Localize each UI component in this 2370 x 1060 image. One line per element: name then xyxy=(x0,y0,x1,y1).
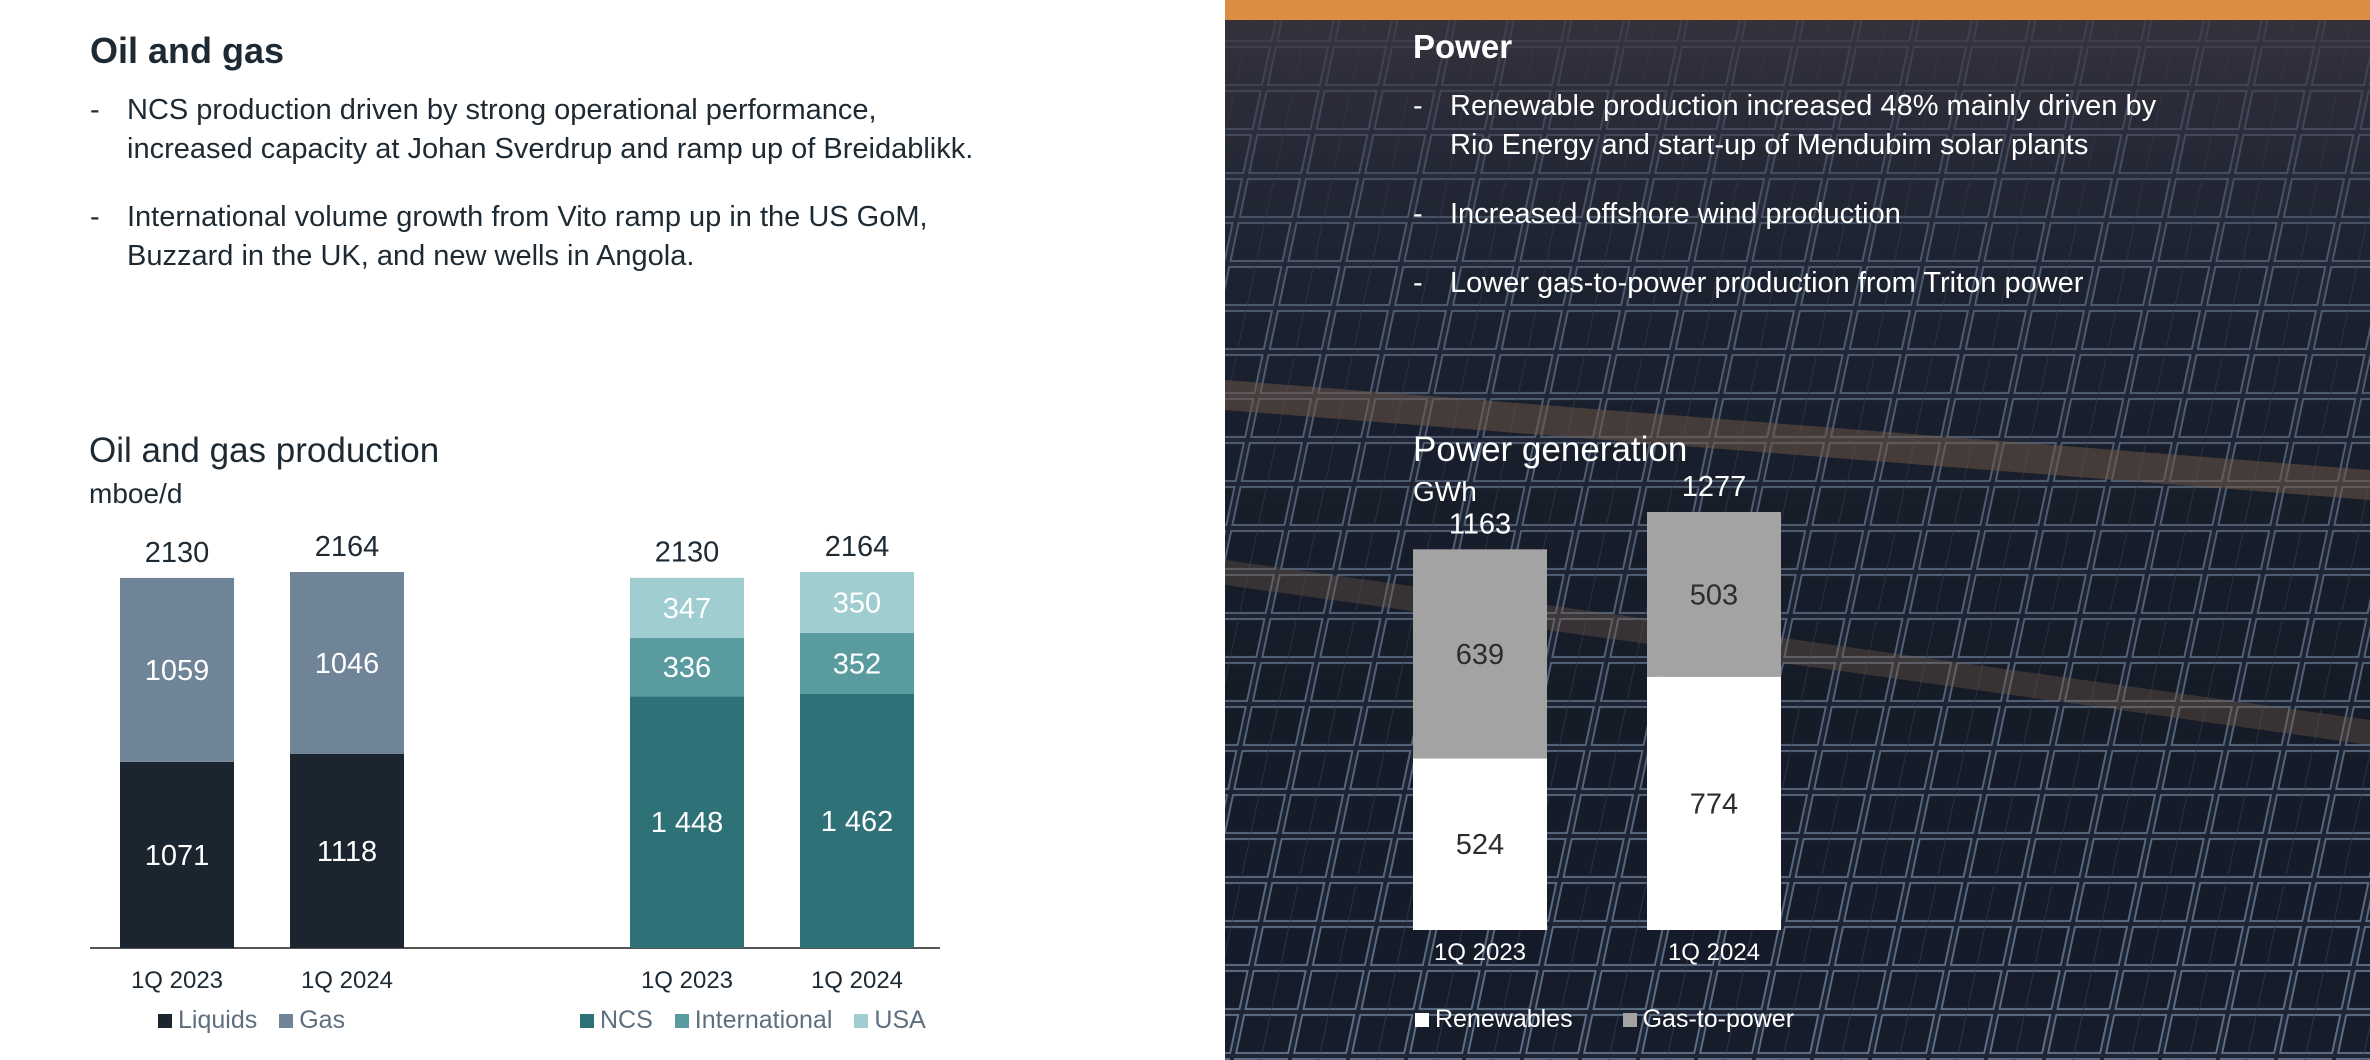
legend-swatch-international xyxy=(674,1013,689,1028)
bar-value-label: 503 xyxy=(1690,579,1738,611)
legend-item: Gas-to-power xyxy=(1622,1005,1795,1034)
x-tick-label: 1Q 2024 xyxy=(1668,939,1760,966)
bar-segment-liquids xyxy=(120,761,234,948)
legend-swatch-gas xyxy=(279,1013,294,1028)
bar-total-label: 2164 xyxy=(315,531,380,563)
legend-label: Renewables xyxy=(1435,1005,1573,1033)
bar-value-label: 1059 xyxy=(145,655,210,687)
legend-item: Liquids xyxy=(158,1006,257,1035)
bar-value-label: 1071 xyxy=(145,840,210,872)
bullet-line: Lower gas-to-power production from Trito… xyxy=(1450,267,2084,299)
bar-total-label: 1277 xyxy=(1682,471,1747,503)
power-heading: Power xyxy=(1413,28,1513,65)
bar-total-label: 2130 xyxy=(145,537,210,569)
legend-swatch-ncs xyxy=(580,1013,594,1028)
liquids-gas-chart: 1071 1059 2130 1Q 2023 1118 1046 2164 1Q 2024 xyxy=(90,531,940,994)
legend-liquids-gas: Liquids Gas xyxy=(158,1006,345,1035)
legend-ncs-international-usa: NCS International USA xyxy=(580,1006,926,1035)
bullet-dash: - xyxy=(1413,267,1423,299)
oil-gas-bullets: - NCS production driven by strong operati… xyxy=(90,91,1190,276)
bar-segment-gas xyxy=(120,577,234,762)
legend-item: Renewables xyxy=(1415,1005,1573,1034)
legend-label: USA xyxy=(874,1006,926,1034)
bullet-dash: - xyxy=(90,201,100,233)
oil-gas-chart-unit: mboe/d xyxy=(89,478,183,509)
legend-label: Liquids xyxy=(178,1006,258,1034)
bullet-line: Renewable production increased 48% mainl… xyxy=(1450,90,2157,122)
legend-label: NCS xyxy=(600,1006,653,1034)
bullet-item: - Increased offshore wind production xyxy=(1413,195,2343,234)
bullet-line: NCS production driven by strong operatio… xyxy=(127,94,877,126)
bar-value-label: 347 xyxy=(663,593,711,625)
bar-segment-usa xyxy=(630,577,744,639)
legend-swatch-renewables xyxy=(1415,1012,1429,1027)
bar-value-label: 350 xyxy=(833,587,881,619)
bar-value-label: 1 448 xyxy=(651,807,724,839)
bullet-item: - Renewable production increased 48% main… xyxy=(1413,87,2343,165)
bar-segment-ncs xyxy=(630,696,744,948)
bar-value-label: 1118 xyxy=(317,836,377,868)
bullet-line: International volume growth from Vito ra… xyxy=(127,201,928,233)
bar-value-label: 352 xyxy=(833,648,881,680)
power-panel: Power - Renewable production increased 48… xyxy=(1225,0,2370,1060)
bar-total-label: 2164 xyxy=(825,531,890,563)
bar-segment-renewables xyxy=(1647,676,1781,930)
bullet-line: Rio Energy and start-up of Mendubim sola… xyxy=(1450,129,2089,161)
legend-item: USA xyxy=(854,1006,926,1035)
legend-item: Gas xyxy=(279,1006,345,1035)
bar-segment-ncs xyxy=(800,693,914,948)
legend-swatch-usa xyxy=(854,1013,869,1028)
bar-total-label: 2130 xyxy=(655,537,720,569)
legend-swatch-liquids xyxy=(158,1013,172,1028)
bar-value-label: 524 xyxy=(1456,829,1504,861)
legend-item: International xyxy=(674,1006,833,1035)
legend-power: Renewables Gas-to-power xyxy=(1415,1005,1794,1034)
bullet-dash: - xyxy=(1413,198,1423,230)
bar-segment-gas xyxy=(290,572,404,754)
bar-value-label: 1046 xyxy=(315,648,380,680)
x-tick-label: 1Q 2024 xyxy=(301,967,393,994)
bar-segment-liquids xyxy=(290,753,404,948)
bar-segment-usa xyxy=(800,572,914,633)
bar-segment-renewables xyxy=(1413,758,1547,930)
x-tick-label: 1Q 2023 xyxy=(1434,939,1526,966)
bar-value-label: 1 462 xyxy=(821,806,894,838)
bullet-item: - Lower gas-to-power production from Trit… xyxy=(1413,264,2343,303)
legend-label: Gas xyxy=(299,1006,346,1034)
legend-swatch-gas-to-power xyxy=(1622,1012,1637,1027)
legend-label: Gas-to-power xyxy=(1642,1005,1795,1033)
bar-segment-international xyxy=(800,632,914,694)
power-chart-title: Power generation xyxy=(1413,430,1688,469)
oil-gas-heading: Oil and gas xyxy=(90,30,285,71)
bar-value-label: 774 xyxy=(1690,788,1738,820)
bullet-line: Increased offshore wind production xyxy=(1450,198,1901,230)
ncs-international-usa-chart: 1 448 336 347 2130 1Q 2023 1 462 352 350 2164 1Q … xyxy=(630,531,914,994)
x-tick-label: 1Q 2023 xyxy=(131,967,223,994)
bar-total-label: 1163 xyxy=(1449,508,1511,540)
bullet-item: - International volume growth from Vito r… xyxy=(90,198,1190,276)
power-chart-unit: GWh xyxy=(1413,476,1477,507)
bar-segment-gas_to_power xyxy=(1413,549,1547,759)
bullet-item: - NCS production driven by strong operati… xyxy=(90,91,1190,169)
oil-gas-chart-title: Oil and gas production xyxy=(89,431,440,470)
legend-label: International xyxy=(694,1006,833,1034)
bar-segment-international xyxy=(630,638,744,697)
x-tick-label: 1Q 2024 xyxy=(811,967,903,994)
legend-item: NCS xyxy=(580,1006,653,1035)
bullet-line: Buzzard in the UK, and new wells in Ango… xyxy=(127,240,695,272)
bullet-line: increased capacity at Johan Sverdrup and… xyxy=(127,133,974,165)
bullet-dash: - xyxy=(90,94,100,126)
bar-value-label: 639 xyxy=(1456,639,1504,671)
bar-value-label: 336 xyxy=(663,652,711,684)
bullet-dash: - xyxy=(1413,90,1423,122)
power-bullets: - Renewable production increased 48% main… xyxy=(1413,87,2343,303)
x-tick-label: 1Q 2023 xyxy=(641,967,733,994)
bar-segment-gas_to_power xyxy=(1647,512,1781,677)
